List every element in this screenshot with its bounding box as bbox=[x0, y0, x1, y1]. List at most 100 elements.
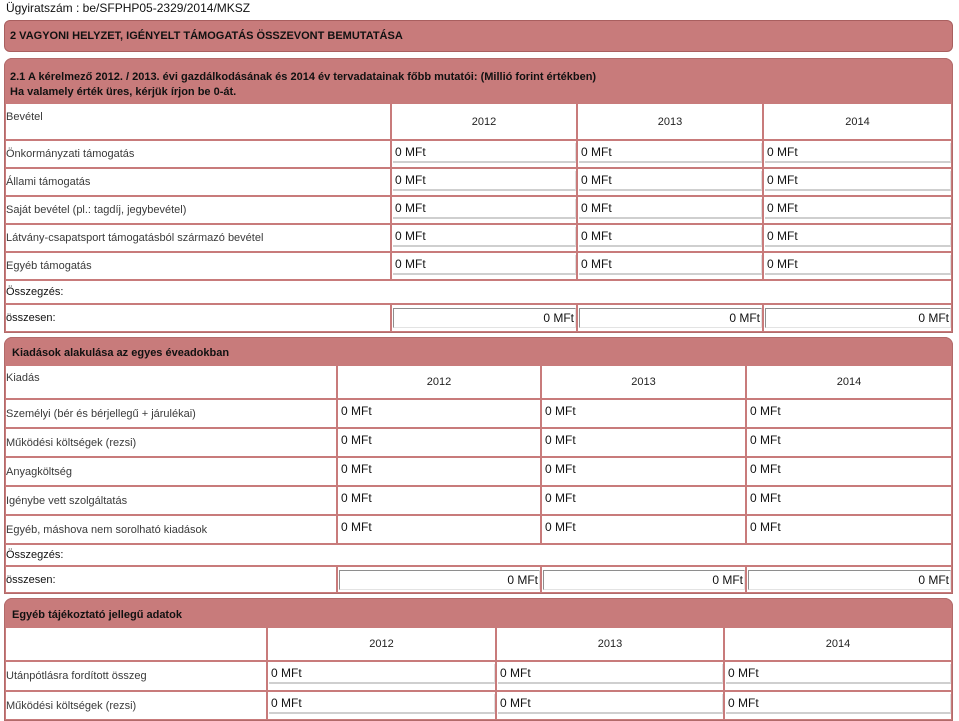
expenses-szemelyi-2013-input[interactable]: 0 MFt bbox=[545, 404, 576, 418]
row-label: Látvány-csapatsport támogatásból származ… bbox=[6, 225, 390, 251]
value-cell: 0 MFt bbox=[268, 692, 495, 719]
other-info-row-mukodesi: Működési költségek (rezsi) 0 MFt 0 MFt 0… bbox=[6, 692, 951, 719]
income-year-2013: 2013 bbox=[578, 104, 762, 139]
expenses-year-2012: 2012 bbox=[338, 366, 540, 398]
other-info-heading: Egyéb tájékoztató jellegű adatok bbox=[12, 609, 182, 621]
total-cell: 0 MFt bbox=[338, 567, 540, 592]
income-summary-label: Összegzés: bbox=[6, 281, 951, 303]
income-sajat-2013-input[interactable]: 0 MFt bbox=[579, 199, 762, 219]
expenses-szemelyi-2014-input[interactable]: 0 MFt bbox=[750, 404, 781, 418]
income-year-2012: 2012 bbox=[392, 104, 576, 139]
income-latvany-2013-input[interactable]: 0 MFt bbox=[579, 227, 762, 247]
other-utanpotlas-2014-input[interactable]: 0 MFt bbox=[726, 664, 951, 684]
row-label: Utánpótlásra fordított összeg bbox=[6, 662, 266, 690]
expenses-row-anyagkoltseg: Anyagköltség 0 MFt 0 MFt 0 MFt bbox=[6, 458, 951, 485]
value-cell: 0 MFt bbox=[542, 516, 745, 543]
value-cell: 0 MFt bbox=[747, 487, 951, 514]
other-info-year-2012: 2012 bbox=[268, 628, 495, 660]
expenses-row-egyeb: Egyéb, máshova nem sorolható kiadások 0 … bbox=[6, 516, 951, 543]
expenses-szolgaltatas-2012-input[interactable]: 0 MFt bbox=[341, 491, 372, 505]
value-cell: 0 MFt bbox=[725, 662, 951, 690]
value-cell: 0 MFt bbox=[764, 197, 951, 223]
expenses-heading: Kiadások alakulása az egyes éveadokban bbox=[12, 347, 230, 359]
expenses-egyeb-2013-input[interactable]: 0 MFt bbox=[545, 520, 576, 534]
other-info-table: 2012 2013 2014 Utánpótlásra fordított ös… bbox=[4, 626, 953, 721]
expenses-anyag-2012-input[interactable]: 0 MFt bbox=[341, 462, 372, 476]
value-cell: 0 MFt bbox=[764, 141, 951, 167]
expenses-header-row: Kiadás 2012 2013 2014 bbox=[6, 366, 951, 398]
income-row-onkormanyzati-tamogatas: Önkormányzati támogatás 0 MFt 0 MFt 0 MF… bbox=[6, 141, 951, 167]
value-cell: 0 MFt bbox=[747, 429, 951, 456]
income-onkormanyzati-2012-input[interactable]: 0 MFt bbox=[393, 143, 576, 163]
income-sajat-2014-input[interactable]: 0 MFt bbox=[765, 199, 951, 219]
other-info-row-utanpotlas: Utánpótlásra fordított összeg 0 MFt 0 MF… bbox=[6, 662, 951, 690]
expenses-szemelyi-2012-input[interactable]: 0 MFt bbox=[341, 404, 372, 418]
total-cell: 0 MFt bbox=[392, 305, 576, 331]
income-heading-line1: 2.1 A kérelmező 2012. / 2013. évi gazdál… bbox=[10, 71, 597, 83]
income-sajat-2012-input[interactable]: 0 MFt bbox=[393, 199, 576, 219]
income-egyeb-2014-input[interactable]: 0 MFt bbox=[765, 255, 951, 275]
expenses-mukodesi-2013-input[interactable]: 0 MFt bbox=[545, 433, 576, 447]
value-cell: 0 MFt bbox=[392, 169, 576, 195]
income-egyeb-2012-input[interactable]: 0 MFt bbox=[393, 255, 576, 275]
other-info-header-row: 2012 2013 2014 bbox=[6, 628, 951, 660]
row-label: Önkormányzati támogatás bbox=[6, 141, 390, 167]
income-panel: 2.1 A kérelmező 2012. / 2013. évi gazdál… bbox=[4, 58, 953, 333]
value-cell: 0 MFt bbox=[542, 458, 745, 485]
value-cell: 0 MFt bbox=[268, 662, 495, 690]
value-cell: 0 MFt bbox=[338, 429, 540, 456]
income-summary-row: Összegzés: bbox=[6, 281, 951, 303]
value-cell: 0 MFt bbox=[578, 197, 762, 223]
value-cell: 0 MFt bbox=[497, 662, 723, 690]
expenses-egyeb-2014-input[interactable]: 0 MFt bbox=[750, 520, 781, 534]
expenses-anyag-2013-input[interactable]: 0 MFt bbox=[545, 462, 576, 476]
other-info-year-2013: 2013 bbox=[497, 628, 723, 660]
expenses-total-row: összesen: 0 MFt 0 MFt 0 MFt bbox=[6, 567, 951, 592]
income-total-2014-field: 0 MFt bbox=[765, 308, 951, 328]
expenses-row-szolgaltatas: Igénybe vett szolgáltatás 0 MFt 0 MFt 0 … bbox=[6, 487, 951, 514]
value-cell: 0 MFt bbox=[764, 169, 951, 195]
value-cell: 0 MFt bbox=[578, 141, 762, 167]
expenses-row-mukodesi: Működési költségek (rezsi) 0 MFt 0 MFt 0… bbox=[6, 429, 951, 456]
row-label: Egyéb támogatás bbox=[6, 253, 390, 279]
expenses-panel: Kiadások alakulása az egyes éveadokban K… bbox=[4, 337, 953, 594]
expenses-mukodesi-2014-input[interactable]: 0 MFt bbox=[750, 433, 781, 447]
value-cell: 0 MFt bbox=[497, 692, 723, 719]
income-onkormanyzati-2014-input[interactable]: 0 MFt bbox=[765, 143, 951, 163]
income-column-label-cell: Bevétel bbox=[6, 104, 390, 139]
total-cell: 0 MFt bbox=[747, 567, 951, 592]
income-latvany-2014-input[interactable]: 0 MFt bbox=[765, 227, 951, 247]
income-allami-2013-input[interactable]: 0 MFt bbox=[579, 171, 762, 191]
section-title-bar: 2 VAGYONI HELYZET, IGÉNYELT TÁMOGATÁS ÖS… bbox=[4, 20, 953, 52]
other-mukodesi-2014-input[interactable]: 0 MFt bbox=[726, 694, 951, 714]
income-year-2014: 2014 bbox=[764, 104, 951, 139]
income-onkormanyzati-2013-input[interactable]: 0 MFt bbox=[579, 143, 762, 163]
other-utanpotlas-2013-input[interactable]: 0 MFt bbox=[498, 664, 723, 684]
value-cell: 0 MFt bbox=[747, 458, 951, 485]
row-label: Működési költségek (rezsi) bbox=[6, 429, 336, 456]
income-header-row: Bevétel 2012 2013 2014 bbox=[6, 104, 951, 139]
expenses-anyag-2014-input[interactable]: 0 MFt bbox=[750, 462, 781, 476]
other-mukodesi-2013-input[interactable]: 0 MFt bbox=[498, 694, 723, 714]
income-egyeb-2013-input[interactable]: 0 MFt bbox=[579, 255, 762, 275]
income-latvany-2012-input[interactable]: 0 MFt bbox=[393, 227, 576, 247]
expenses-year-2013: 2013 bbox=[542, 366, 745, 398]
expenses-szolgaltatas-2014-input[interactable]: 0 MFt bbox=[750, 491, 781, 505]
expenses-summary-label: Összegzés: bbox=[6, 545, 951, 565]
income-allami-2012-input[interactable]: 0 MFt bbox=[393, 171, 576, 191]
expenses-mukodesi-2012-input[interactable]: 0 MFt bbox=[341, 433, 372, 447]
expenses-total-label: összesen: bbox=[6, 567, 336, 592]
income-total-row: összesen: 0 MFt 0 MFt 0 MFt bbox=[6, 305, 951, 331]
expenses-egyeb-2012-input[interactable]: 0 MFt bbox=[341, 520, 372, 534]
value-cell: 0 MFt bbox=[578, 169, 762, 195]
expenses-row-szemelyi: Személyi (bér és bérjellegű + járulékai)… bbox=[6, 400, 951, 427]
other-mukodesi-2012-input[interactable]: 0 MFt bbox=[269, 694, 495, 714]
other-utanpotlas-2012-input[interactable]: 0 MFt bbox=[269, 664, 495, 684]
value-cell: 0 MFt bbox=[392, 225, 576, 251]
value-cell: 0 MFt bbox=[392, 197, 576, 223]
document-number: Ügyiratszám : be/SFPHP05-2329/2014/MKSZ bbox=[6, 1, 251, 15]
income-allami-2014-input[interactable]: 0 MFt bbox=[765, 171, 951, 191]
value-cell: 0 MFt bbox=[578, 253, 762, 279]
expenses-szolgaltatas-2013-input[interactable]: 0 MFt bbox=[545, 491, 576, 505]
row-label: Személyi (bér és bérjellegű + járulékai) bbox=[6, 400, 336, 427]
